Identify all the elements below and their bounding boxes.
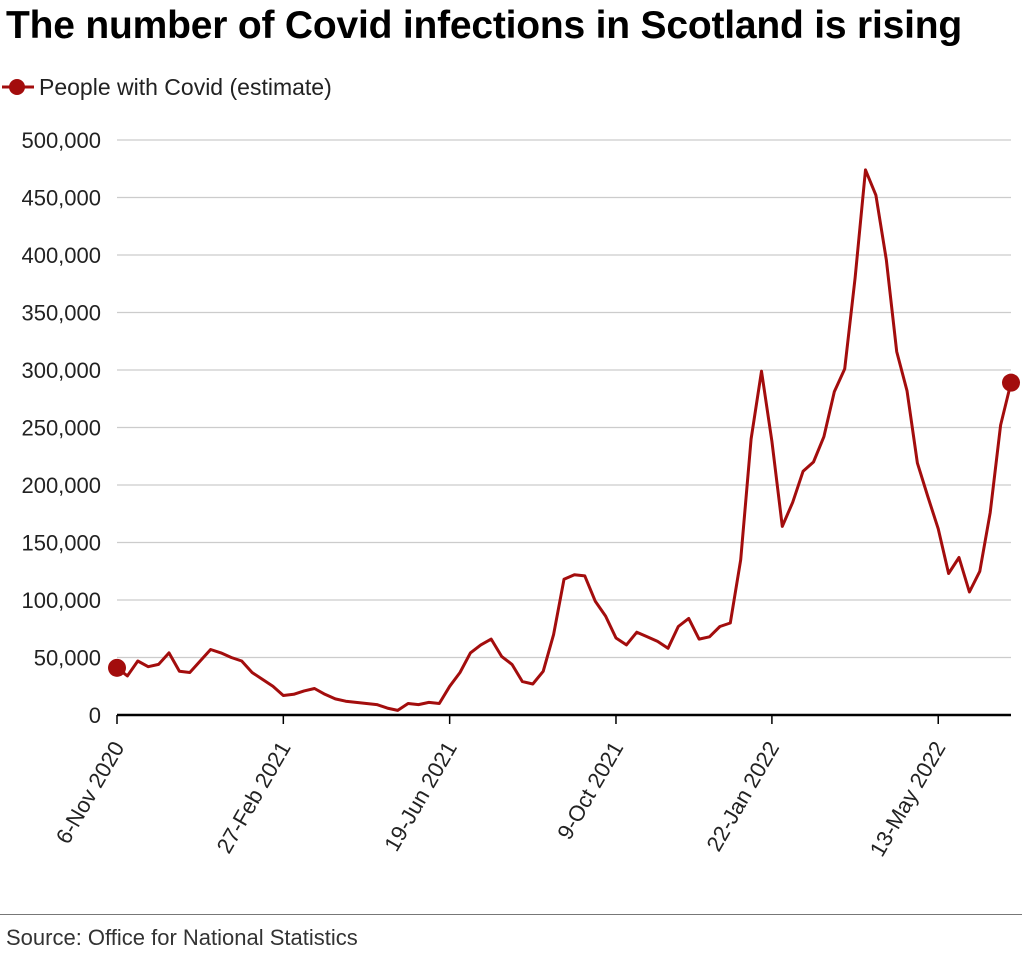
y-tick-label: 350,000 [21,301,101,326]
line-chart: 0 50,000 100,000 150,000 200,000 250,000 300,0… [21,128,1020,861]
legend-label: People with Covid (estimate) [39,73,332,100]
x-tick-label: 13-May 2022 [865,737,951,861]
legend-swatch-marker [2,79,34,95]
x-tick-label: 19-Jun 2021 [379,737,462,855]
x-tick-label: 22-Jan 2022 [701,737,784,855]
y-tick-label: 400,000 [21,243,101,268]
y-tick-label: 300,000 [21,358,101,383]
y-tick-label: 50,000 [34,646,101,671]
y-tick-label: 100,000 [21,588,101,613]
y-tick-label: 250,000 [21,416,101,441]
source-divider [0,914,1022,915]
y-tick-label: 500,000 [21,128,101,153]
x-tick-label: 9-Oct 2021 [552,737,628,844]
x-tick-label: 27-Feb 2021 [212,737,296,858]
x-tick-label: 6-Nov 2020 [51,737,130,848]
series-line [115,168,1013,712]
y-tick-label: 200,000 [21,473,101,498]
chart-title: The number of Covid infections in Scotla… [6,4,963,47]
series-start-point [108,658,126,677]
source-note: Source: Office for National Statistics [6,925,358,950]
y-tick-label: 450,000 [21,186,101,211]
series-end-point [1002,373,1020,392]
y-tick-label: 0 [89,703,101,728]
y-tick-label: 150,000 [21,531,101,556]
legend: People with Covid (estimate) [0,70,332,104]
